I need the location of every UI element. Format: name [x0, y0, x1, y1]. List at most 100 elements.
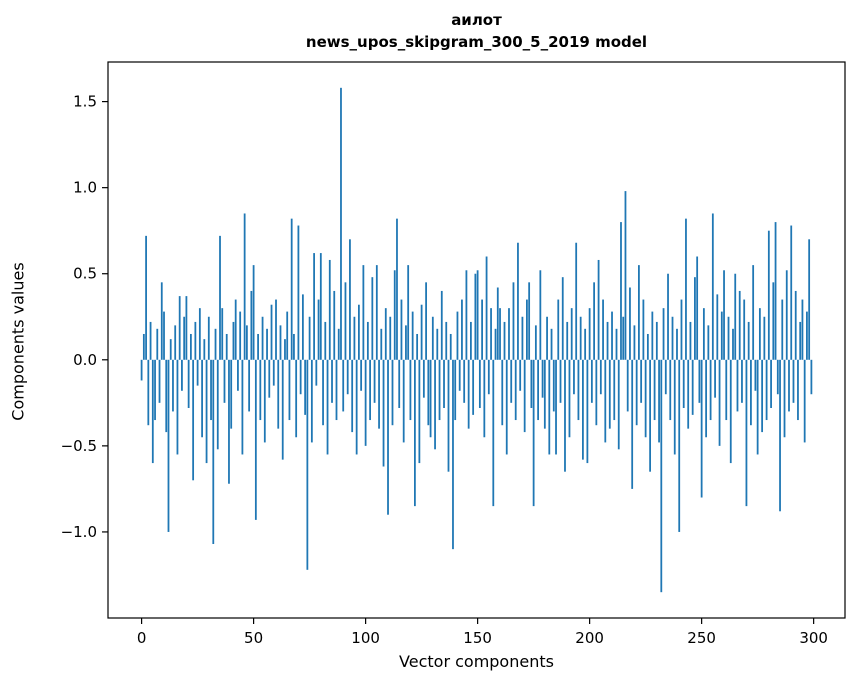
bar	[803, 359, 806, 443]
bar	[149, 321, 152, 360]
bar	[734, 273, 737, 360]
bar	[252, 265, 255, 360]
bar	[566, 321, 569, 360]
bar	[434, 359, 436, 450]
bar	[767, 230, 770, 360]
bar	[299, 359, 302, 395]
bar	[478, 359, 481, 408]
bar	[192, 359, 195, 481]
bar	[324, 321, 327, 360]
bar	[422, 359, 425, 398]
bar	[378, 359, 380, 429]
bar	[333, 290, 336, 360]
bar	[537, 359, 539, 421]
bar	[293, 333, 295, 360]
bar	[570, 308, 573, 360]
bar	[438, 359, 441, 421]
x-tick-label: 150	[463, 629, 492, 647]
bar	[590, 359, 593, 403]
bar	[653, 359, 656, 421]
bar	[297, 225, 300, 360]
bar	[702, 308, 705, 360]
bar	[358, 304, 360, 360]
bar	[613, 359, 616, 421]
bar	[470, 321, 472, 360]
bar	[642, 299, 645, 360]
bar	[398, 359, 401, 408]
bar	[369, 359, 371, 421]
bar	[564, 359, 566, 472]
bar	[711, 213, 714, 360]
bar	[644, 359, 647, 438]
bar	[523, 359, 526, 433]
bar	[219, 235, 221, 360]
bar	[254, 359, 257, 520]
bar	[626, 359, 629, 412]
bar	[344, 282, 347, 360]
bar	[519, 359, 522, 391]
bar	[185, 296, 188, 360]
bar	[154, 359, 156, 421]
bar	[799, 321, 802, 360]
bar	[248, 359, 251, 412]
bar	[741, 359, 743, 403]
bar	[304, 359, 307, 415]
bar	[167, 359, 170, 532]
bar	[496, 287, 499, 360]
bar	[272, 359, 275, 386]
bar	[355, 359, 358, 455]
bar	[640, 359, 643, 403]
bar	[156, 328, 159, 360]
bar	[360, 359, 363, 391]
bar	[599, 359, 602, 395]
bar	[597, 259, 600, 360]
x-tick-label: 300	[799, 629, 828, 647]
bar	[288, 359, 291, 421]
bar	[651, 311, 654, 360]
bar	[577, 359, 580, 421]
bar	[158, 359, 161, 403]
bar	[315, 359, 318, 386]
bar	[277, 359, 280, 429]
bar	[676, 328, 678, 360]
bar	[205, 359, 208, 464]
bar	[266, 328, 268, 360]
bar	[696, 256, 699, 360]
bar	[548, 359, 551, 455]
bar	[393, 270, 396, 360]
bar	[337, 328, 340, 360]
bar	[732, 328, 734, 360]
bar	[501, 359, 504, 426]
bar	[414, 359, 416, 507]
bar	[584, 328, 587, 360]
bar	[709, 359, 712, 421]
bar	[707, 325, 710, 360]
bar	[543, 359, 546, 429]
bar	[198, 308, 201, 360]
bar	[201, 359, 203, 438]
bar	[568, 359, 571, 438]
bar	[774, 222, 777, 360]
bar	[557, 299, 560, 360]
bar	[582, 359, 584, 460]
bar	[718, 359, 721, 446]
bar	[203, 339, 206, 360]
bar	[604, 359, 607, 443]
bar	[243, 213, 246, 360]
bar	[212, 359, 215, 544]
bar	[745, 359, 748, 507]
bar	[207, 316, 210, 360]
bar	[402, 359, 405, 443]
bar	[532, 359, 535, 507]
bar	[631, 359, 634, 489]
bar	[593, 282, 595, 360]
bar	[691, 359, 694, 415]
bar	[673, 359, 676, 455]
bar	[366, 321, 369, 360]
bar	[756, 359, 759, 455]
bar	[384, 308, 387, 360]
bar	[301, 294, 304, 360]
bar	[245, 325, 248, 360]
bar	[452, 359, 454, 550]
bar	[678, 359, 681, 532]
